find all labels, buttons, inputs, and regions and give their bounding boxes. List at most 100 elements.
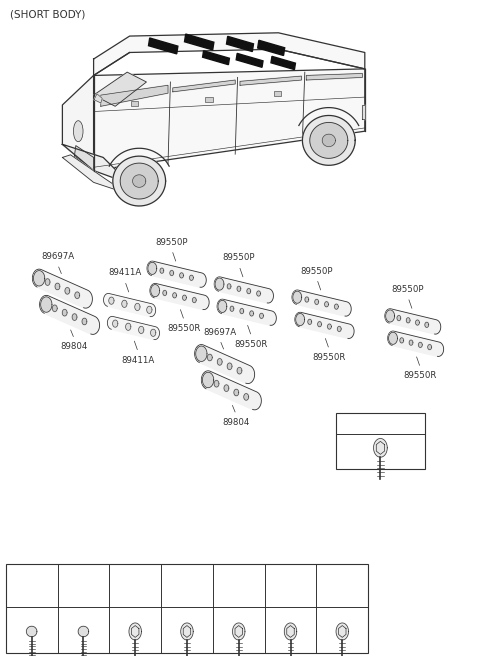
Text: 89804: 89804 [222,418,250,427]
Polygon shape [240,308,244,314]
Polygon shape [173,293,177,298]
Polygon shape [32,269,93,308]
Polygon shape [182,295,186,300]
Text: (SHORT BODY): (SHORT BODY) [10,10,85,20]
Polygon shape [196,346,207,361]
Text: 89697A: 89697A [203,327,237,337]
Text: 89550R: 89550R [235,340,268,349]
Polygon shape [335,304,338,309]
Polygon shape [232,623,245,640]
Polygon shape [322,134,336,146]
Polygon shape [207,354,212,361]
Polygon shape [101,85,168,106]
Polygon shape [292,290,351,316]
Polygon shape [217,299,276,325]
Polygon shape [135,303,140,310]
Bar [131,101,138,106]
Polygon shape [41,297,52,312]
Polygon shape [306,73,362,80]
Text: 89411A: 89411A [108,268,142,277]
Polygon shape [94,33,365,75]
Text: 11234: 11234 [122,583,148,592]
Text: 1140FF: 1140FF [224,583,253,592]
Polygon shape [295,312,354,338]
Polygon shape [132,175,146,187]
Polygon shape [227,284,231,289]
Polygon shape [163,291,167,296]
Polygon shape [148,38,178,54]
Polygon shape [62,310,67,316]
Polygon shape [409,340,413,345]
Text: 1129GE: 1129GE [326,583,358,592]
Polygon shape [284,623,297,640]
Polygon shape [271,56,295,70]
Polygon shape [45,279,50,285]
Polygon shape [126,323,131,331]
Polygon shape [419,342,422,348]
Polygon shape [397,316,401,321]
Polygon shape [94,94,102,103]
Polygon shape [184,34,214,50]
Polygon shape [310,123,348,158]
Polygon shape [113,156,166,206]
Bar [336,413,425,469]
Polygon shape [148,262,157,274]
Polygon shape [258,40,285,56]
Polygon shape [94,69,365,171]
Polygon shape [192,297,196,302]
Text: 11233: 11233 [367,419,394,428]
Polygon shape [247,289,251,294]
Polygon shape [250,311,253,316]
Polygon shape [260,313,264,318]
Polygon shape [108,316,159,340]
Polygon shape [336,623,348,640]
Polygon shape [147,261,206,287]
Polygon shape [230,306,234,312]
Polygon shape [74,146,94,171]
Polygon shape [215,278,224,290]
Polygon shape [82,318,87,325]
Polygon shape [94,72,146,106]
Polygon shape [389,332,397,344]
Text: 89550P: 89550P [392,285,424,294]
Polygon shape [218,300,227,312]
Ellipse shape [73,121,83,142]
Polygon shape [39,295,100,335]
Polygon shape [129,623,142,640]
Text: 89550M: 89550M [275,583,307,592]
Polygon shape [62,75,94,171]
Bar [274,91,281,96]
Polygon shape [362,105,365,119]
Polygon shape [139,326,144,333]
Polygon shape [386,310,395,322]
Bar [6,564,368,653]
Text: 1249GA: 1249GA [16,583,48,592]
Polygon shape [217,359,222,365]
Polygon shape [173,80,235,92]
Polygon shape [240,76,301,85]
Polygon shape [203,51,229,65]
Text: 89550P: 89550P [223,253,255,262]
Polygon shape [214,277,274,303]
Polygon shape [388,331,444,356]
Polygon shape [318,321,322,327]
Polygon shape [180,273,183,278]
Text: 1125KF: 1125KF [172,583,202,592]
Text: 89550R: 89550R [312,353,346,362]
Polygon shape [78,626,89,637]
Polygon shape [237,286,241,291]
Text: 89804: 89804 [60,342,88,352]
Polygon shape [150,283,209,310]
Text: 89550R: 89550R [168,324,201,333]
Polygon shape [236,53,263,68]
Text: 89550P: 89550P [300,266,333,276]
Polygon shape [305,297,309,302]
Polygon shape [324,302,328,307]
Polygon shape [327,324,331,329]
Polygon shape [302,115,355,165]
Polygon shape [120,163,158,199]
Polygon shape [428,344,432,350]
Polygon shape [406,318,410,323]
Polygon shape [194,344,255,384]
Polygon shape [109,297,114,304]
